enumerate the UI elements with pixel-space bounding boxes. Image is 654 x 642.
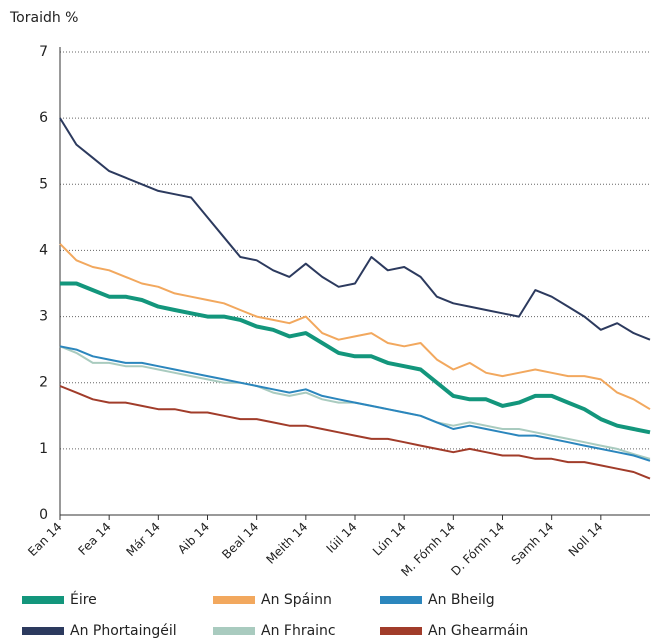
y-tick-label: 6 [39, 110, 48, 126]
series-line [59, 345, 651, 462]
legend-label: An Ghearmáin [428, 623, 528, 639]
legend-label: Éire [70, 591, 97, 608]
y-tick-label: 7 [39, 44, 48, 60]
legend-swatch [213, 627, 255, 635]
x-tick-label: Aib 14 [175, 520, 212, 557]
legend-swatch [380, 627, 422, 635]
y-tick-label: 4 [39, 242, 48, 258]
y-tick-label: 2 [39, 375, 48, 391]
x-tick-label: Meith 14 [263, 520, 310, 567]
series-line [59, 385, 651, 480]
legend-label: An Fhrainc [261, 623, 336, 639]
y-tick-label: 1 [39, 441, 48, 457]
series-line [60, 281, 651, 435]
legend-swatch [22, 596, 64, 604]
legend-label: An Bheilg [428, 592, 495, 608]
x-tick-label: Már 14 [124, 520, 163, 559]
x-tick-label: D. Fómh 14 [448, 520, 507, 579]
x-tick-label: Ean 14 [25, 520, 64, 559]
x-tick-label: Fea 14 [76, 520, 114, 558]
x-tick-label: Lún 14 [370, 520, 409, 559]
series-line [59, 117, 651, 341]
legend-label: An Spáinn [261, 592, 332, 608]
y-axis-label: Toraidh % [9, 10, 78, 26]
x-tick-label: Samh 14 [509, 520, 557, 568]
y-tick-label: 5 [39, 176, 48, 192]
legend-swatch [213, 596, 255, 604]
x-tick-label: Iúil 14 [324, 520, 360, 556]
legend-label: An Phortaingéil [70, 623, 177, 639]
legend-swatch [380, 596, 422, 604]
x-tick-label: Beal 14 [219, 520, 261, 562]
x-tick-label: Noll 14 [566, 520, 606, 560]
y-tick-label: 3 [39, 309, 48, 325]
y-tick-label: 0 [39, 507, 48, 523]
legend-swatch [22, 627, 64, 635]
series-line [59, 243, 651, 411]
